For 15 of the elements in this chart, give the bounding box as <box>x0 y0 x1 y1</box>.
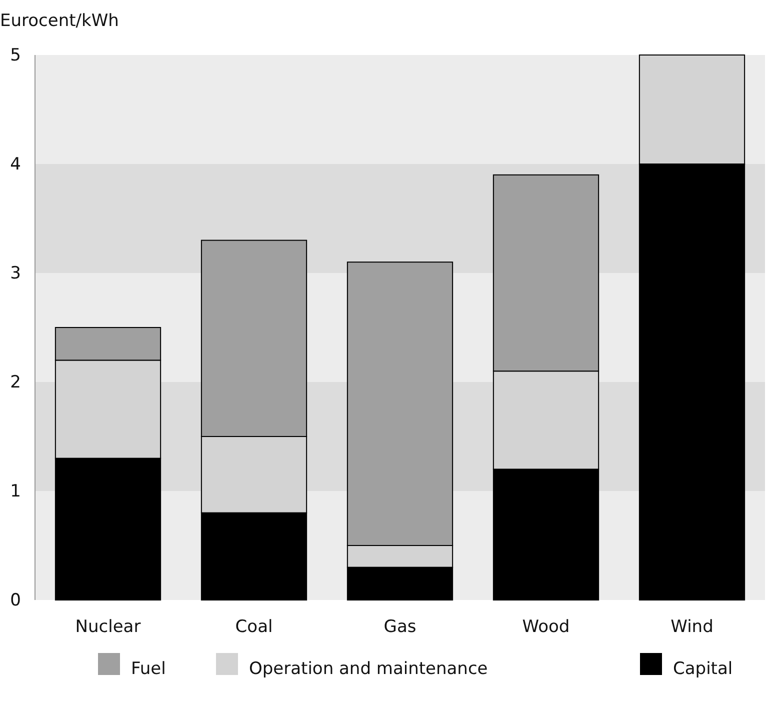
legend-label: Operation and maintenance <box>249 659 488 679</box>
y-tick-label: 0 <box>10 590 21 610</box>
y-tick-label: 1 <box>10 481 21 502</box>
y-tick-label: 2 <box>10 372 21 392</box>
x-tick-label: Wood <box>522 617 570 638</box>
y-tick-label: 4 <box>10 154 21 174</box>
y-tick-label: 3 <box>10 263 21 284</box>
legend-label: Capital <box>673 659 733 679</box>
x-tick-label: Nuclear <box>75 617 141 638</box>
x-tick-label: Wind <box>670 617 714 638</box>
y-axis-title: Eurocent/kWh <box>0 11 119 31</box>
y-tick-label: 5 <box>10 45 21 66</box>
x-tick-label: Gas <box>384 617 416 638</box>
legend-label: Fuel <box>131 659 166 679</box>
x-tick-label: Coal <box>235 617 273 638</box>
